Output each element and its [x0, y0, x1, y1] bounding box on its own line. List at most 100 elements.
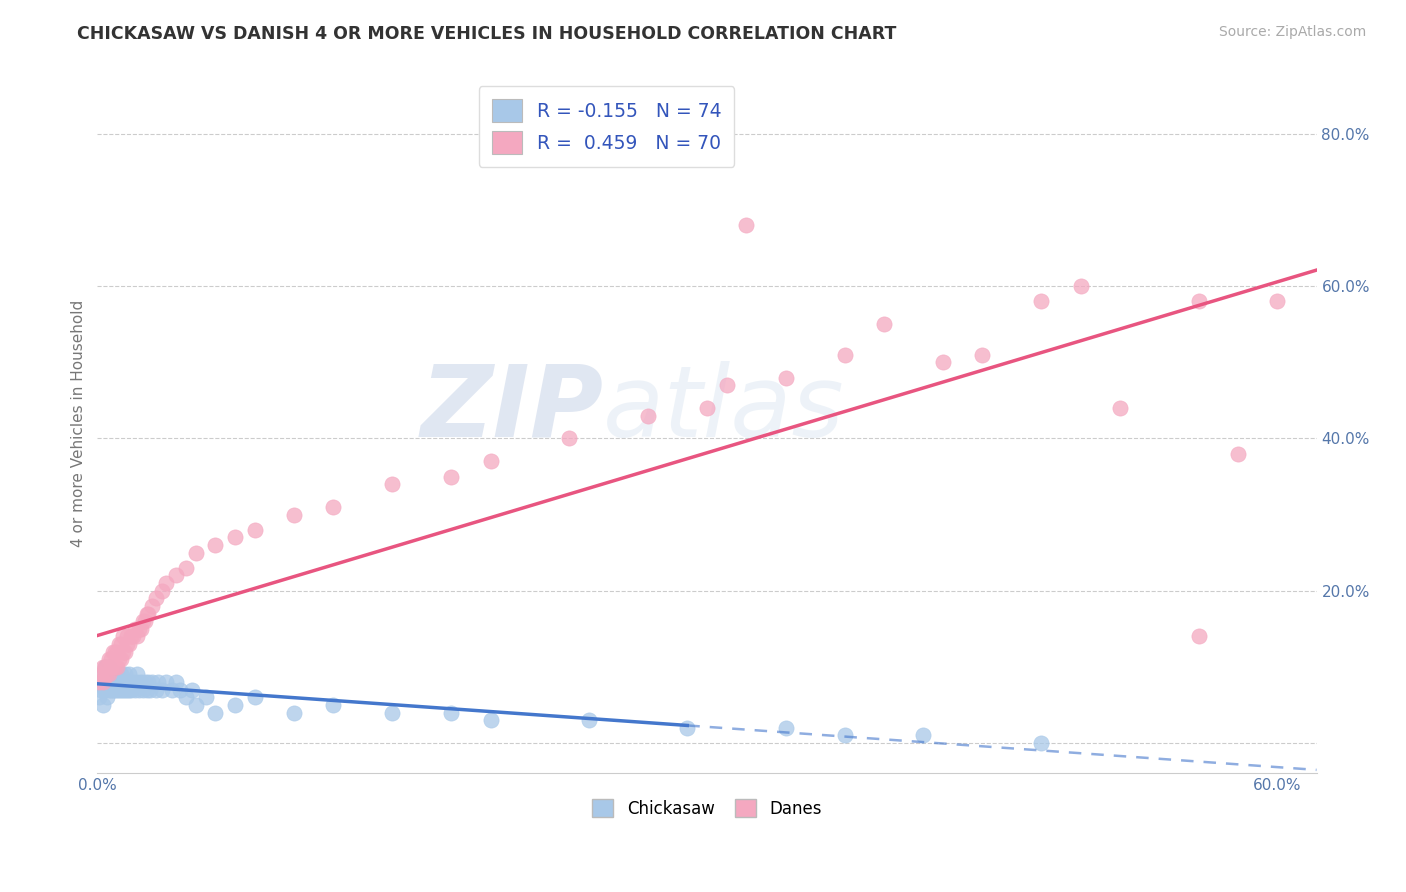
Point [322, 698, 344, 712]
Point [104, 682, 127, 697]
Legend: Chickasaw, Danes: Chickasaw, Danes [585, 793, 828, 824]
Point [578, 713, 600, 727]
Point [101, 667, 124, 681]
Point [134, 675, 156, 690]
Text: ZIP: ZIP [420, 360, 603, 458]
Point [118, 637, 141, 651]
Point [174, 690, 197, 705]
Text: atlas: atlas [603, 360, 845, 458]
Point [381, 477, 404, 491]
Point [105, 675, 128, 690]
Point [108, 637, 131, 651]
Point [115, 675, 138, 690]
Point [169, 682, 191, 697]
Point [775, 721, 797, 735]
Point [94, 660, 117, 674]
Point [100, 682, 122, 697]
Point [94, 660, 117, 674]
Point [118, 667, 141, 681]
Point [105, 667, 128, 681]
Point [115, 629, 138, 643]
Point [101, 645, 124, 659]
Point [104, 645, 127, 659]
Point [139, 682, 162, 697]
Point [115, 682, 138, 697]
Point [120, 682, 142, 697]
Point [115, 637, 138, 651]
Point [100, 652, 122, 666]
Point [676, 721, 699, 735]
Point [145, 591, 167, 606]
Point [105, 645, 128, 659]
Point [125, 629, 148, 643]
Point [479, 454, 502, 468]
Point [96, 667, 118, 681]
Point [91, 698, 114, 712]
Point [243, 690, 266, 705]
Point [125, 667, 148, 681]
Point [91, 660, 114, 674]
Point [114, 645, 136, 659]
Point [124, 622, 146, 636]
Point [110, 667, 132, 681]
Point [1031, 294, 1053, 309]
Point [735, 219, 758, 233]
Point [131, 614, 153, 628]
Point [111, 645, 134, 659]
Point [128, 682, 150, 697]
Point [204, 706, 226, 720]
Point [101, 660, 124, 674]
Point [174, 561, 197, 575]
Point [145, 682, 167, 697]
Point [98, 652, 121, 666]
Point [696, 401, 718, 415]
Point [94, 675, 117, 690]
Point [834, 348, 856, 362]
Point [135, 607, 157, 621]
Point [94, 682, 117, 697]
Point [91, 675, 114, 690]
Point [104, 675, 127, 690]
Point [148, 675, 170, 690]
Point [101, 682, 124, 697]
Point [108, 682, 131, 697]
Point [128, 622, 150, 636]
Point [141, 675, 163, 690]
Point [224, 530, 246, 544]
Point [96, 690, 118, 705]
Point [283, 508, 305, 522]
Point [111, 629, 134, 643]
Point [1031, 736, 1053, 750]
Point [110, 637, 132, 651]
Point [637, 409, 659, 423]
Point [100, 675, 122, 690]
Point [440, 469, 463, 483]
Point [105, 682, 128, 697]
Point [716, 378, 738, 392]
Point [111, 675, 134, 690]
Point [125, 675, 148, 690]
Point [98, 675, 121, 690]
Point [124, 682, 146, 697]
Point [932, 355, 955, 369]
Point [98, 660, 121, 674]
Point [91, 667, 114, 681]
Point [96, 660, 118, 674]
Point [138, 675, 160, 690]
Point [89, 675, 111, 690]
Point [104, 660, 127, 674]
Point [194, 690, 217, 705]
Point [283, 706, 305, 720]
Point [90, 682, 112, 697]
Point [108, 675, 131, 690]
Point [105, 660, 128, 674]
Text: Source: ZipAtlas.com: Source: ZipAtlas.com [1219, 25, 1367, 39]
Point [110, 682, 132, 697]
Point [155, 576, 177, 591]
Point [131, 682, 153, 697]
Point [243, 523, 266, 537]
Point [120, 629, 142, 643]
Point [150, 583, 173, 598]
Text: CHICKASAW VS DANISH 4 OR MORE VEHICLES IN HOUSEHOLD CORRELATION CHART: CHICKASAW VS DANISH 4 OR MORE VEHICLES I… [77, 25, 897, 43]
Point [873, 317, 896, 331]
